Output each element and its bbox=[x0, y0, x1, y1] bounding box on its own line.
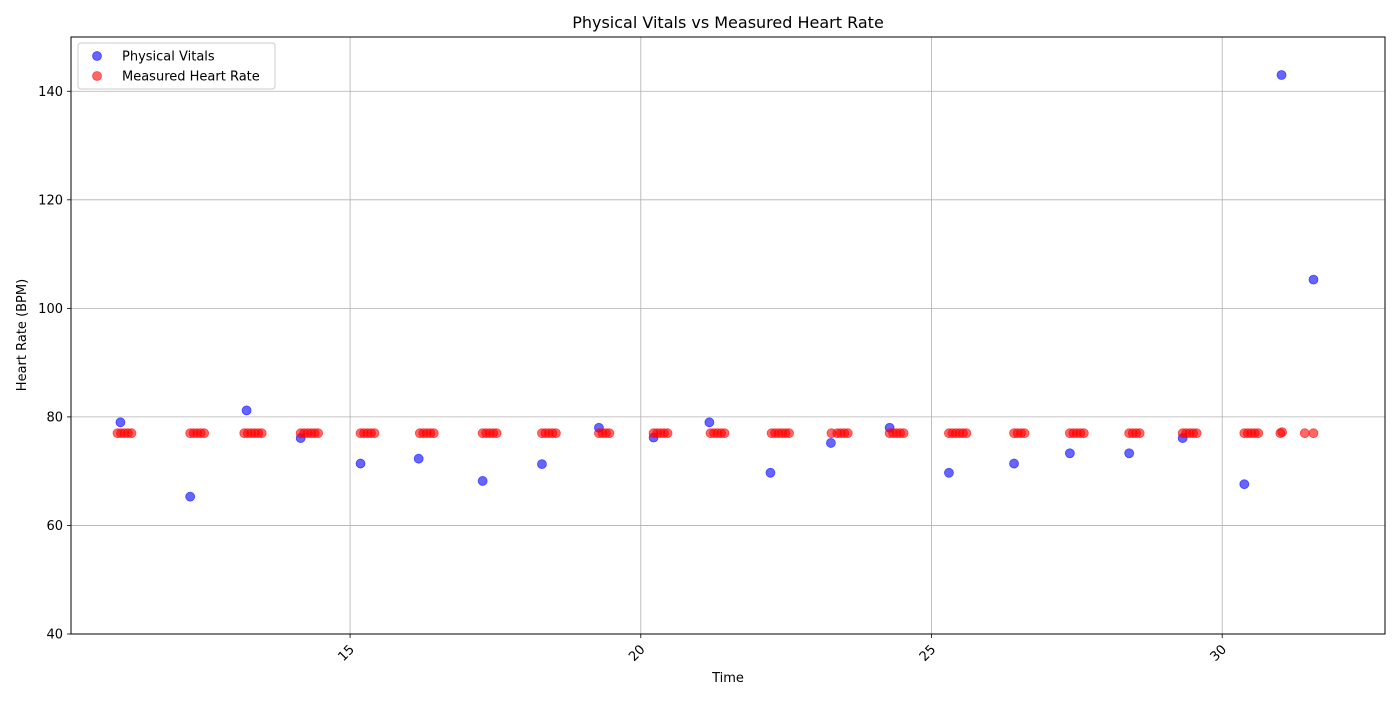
data-point bbox=[241, 405, 252, 416]
data-point bbox=[537, 459, 547, 470]
y-tick-label: 140 bbox=[38, 85, 63, 100]
data-point bbox=[719, 428, 730, 439]
data-points bbox=[112, 70, 1319, 502]
series-2 bbox=[112, 427, 1319, 439]
data-point bbox=[784, 428, 794, 439]
axis-ticks: 15 20 25 30 40 60 80 100 120 140 bbox=[38, 85, 1230, 665]
y-tick-label: 60 bbox=[46, 519, 63, 534]
data-point bbox=[1064, 448, 1075, 459]
plot-frame bbox=[70, 36, 1386, 635]
legend-label: Physical Vitals bbox=[122, 50, 215, 65]
chart-title: Physical Vitals vs Measured Heart Rate bbox=[572, 13, 884, 32]
x-tick-label: 20 bbox=[626, 642, 648, 664]
data-point bbox=[1239, 479, 1250, 490]
data-point bbox=[413, 453, 424, 464]
data-point bbox=[1253, 428, 1264, 439]
legend-marker bbox=[92, 51, 102, 61]
data-point bbox=[1009, 458, 1019, 469]
data-point bbox=[1191, 428, 1202, 439]
data-point bbox=[1277, 427, 1287, 438]
data-point bbox=[842, 428, 853, 439]
data-point bbox=[477, 476, 488, 486]
data-point bbox=[662, 428, 673, 439]
y-tick-label: 80 bbox=[46, 410, 63, 425]
data-point bbox=[256, 428, 267, 439]
data-point bbox=[126, 428, 137, 439]
legend-label: Measured Heart Rate bbox=[122, 70, 260, 85]
data-point bbox=[185, 491, 196, 502]
data-point bbox=[604, 428, 615, 439]
grid-lines bbox=[71, 37, 1385, 635]
y-axis-label: Heart Rate (BPM) bbox=[15, 279, 30, 391]
data-point bbox=[428, 428, 439, 439]
data-point bbox=[1276, 70, 1287, 80]
data-point bbox=[1078, 428, 1089, 439]
data-point bbox=[898, 428, 909, 439]
y-tick-label: 40 bbox=[46, 628, 63, 643]
legend-marker bbox=[92, 71, 102, 81]
data-point bbox=[1124, 448, 1135, 459]
data-point bbox=[313, 428, 324, 439]
data-point bbox=[765, 467, 776, 478]
data-point bbox=[199, 428, 210, 439]
legend: Physical Vitals Measured Heart Rate bbox=[77, 42, 276, 90]
data-point bbox=[115, 417, 126, 428]
x-tick-label: 30 bbox=[1208, 642, 1230, 664]
data-point bbox=[961, 428, 972, 439]
data-point bbox=[826, 438, 836, 448]
y-tick-label: 100 bbox=[38, 302, 63, 317]
data-point bbox=[1308, 428, 1319, 439]
x-axis-label: Time bbox=[711, 671, 744, 686]
data-point bbox=[1308, 274, 1319, 285]
legend-box bbox=[77, 42, 276, 90]
data-point bbox=[369, 428, 380, 439]
data-point bbox=[704, 417, 715, 428]
data-point bbox=[355, 458, 366, 469]
y-tick-label: 120 bbox=[38, 193, 63, 208]
data-point bbox=[1299, 428, 1310, 439]
x-tick-label: 15 bbox=[335, 642, 357, 664]
data-point bbox=[944, 467, 954, 478]
x-tick-label: 25 bbox=[917, 642, 939, 664]
data-point bbox=[491, 428, 502, 439]
data-point bbox=[1134, 428, 1145, 439]
data-point bbox=[1019, 428, 1030, 439]
data-point bbox=[551, 428, 561, 439]
